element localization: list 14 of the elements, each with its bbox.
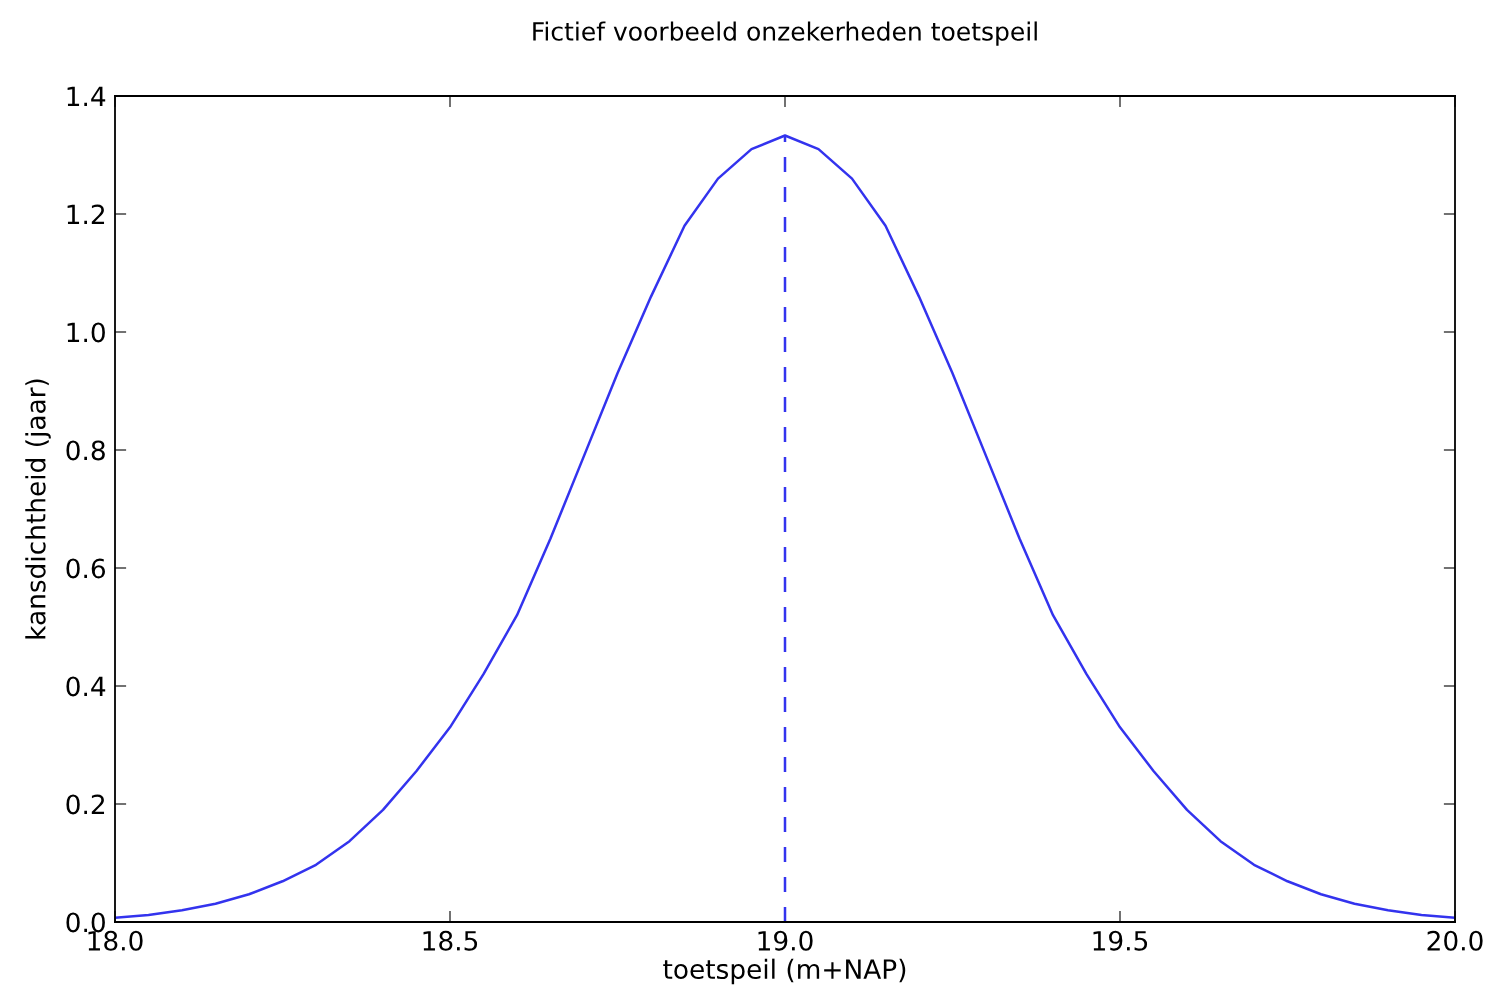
y-axis-title: kansdichtheid (jaar) <box>25 379 51 639</box>
y-tick-label: 1.0 <box>67 322 105 343</box>
y-tick-label: 0.6 <box>66 558 106 579</box>
y-tick-label: 0.2 <box>66 794 105 815</box>
x-tick-label: 19.5 <box>1093 930 1148 951</box>
x-axis-title: toetspeil (m+NAP) <box>663 958 906 985</box>
x-tick-label: 19.0 <box>758 930 813 951</box>
y-tick-label: 1.4 <box>67 86 106 107</box>
chart-title: Fictief voorbeeld onzekerheden toetspeil <box>533 21 1037 46</box>
y-tick-label: 1.2 <box>67 204 105 225</box>
y-tick-label: 0.8 <box>66 440 105 461</box>
x-tick-label: 20.0 <box>1427 930 1483 951</box>
y-tick-label: 0.4 <box>66 676 106 697</box>
x-tick-label: 18.5 <box>423 930 478 951</box>
